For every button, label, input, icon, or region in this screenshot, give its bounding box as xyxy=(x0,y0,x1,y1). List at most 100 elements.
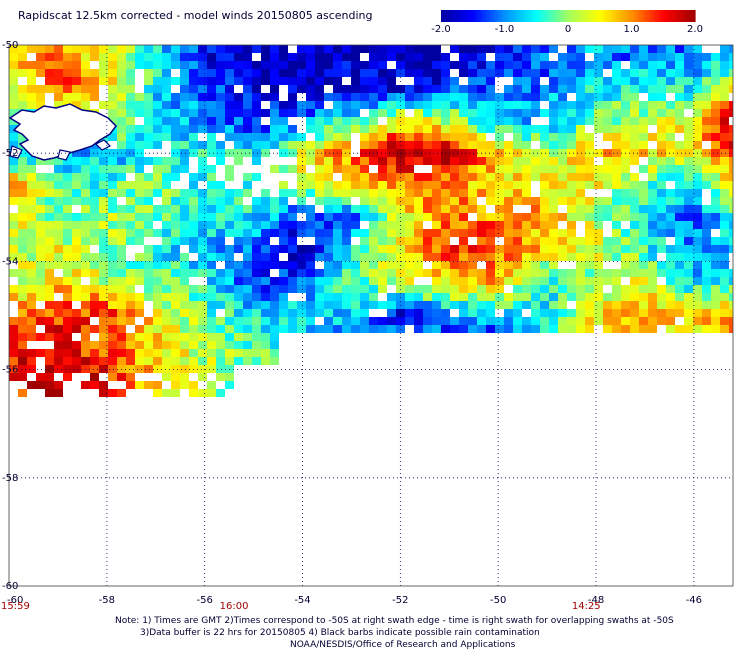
wind-difference-cell xyxy=(549,253,558,261)
wind-difference-cell xyxy=(324,205,333,213)
wind-difference-cell xyxy=(351,77,360,85)
wind-difference-cell xyxy=(648,69,657,77)
wind-difference-cell xyxy=(405,213,414,221)
wind-difference-cell xyxy=(81,309,90,317)
wind-difference-cell xyxy=(81,349,90,357)
wind-difference-cell xyxy=(702,61,711,69)
wind-difference-cell xyxy=(531,205,540,213)
wind-difference-cell xyxy=(54,365,63,373)
wind-difference-cell xyxy=(441,93,450,101)
wind-difference-cell xyxy=(603,85,612,93)
wind-difference-cell xyxy=(441,189,450,197)
wind-difference-cell xyxy=(288,325,297,333)
wind-difference-cell xyxy=(702,213,711,221)
wind-difference-cell xyxy=(234,221,243,229)
wind-difference-cell xyxy=(666,301,675,309)
wind-difference-cell xyxy=(18,309,27,317)
wind-difference-cell xyxy=(648,149,657,157)
wind-difference-cell xyxy=(459,181,468,189)
wind-difference-cell xyxy=(612,77,621,85)
wind-difference-cell xyxy=(90,253,99,261)
wind-difference-cell xyxy=(135,133,144,141)
wind-difference-cell xyxy=(198,301,207,309)
wind-difference-cell xyxy=(252,237,261,245)
wind-difference-cell xyxy=(666,221,675,229)
wind-difference-cell xyxy=(693,45,702,53)
wind-difference-cell xyxy=(315,221,324,229)
wind-difference-cell xyxy=(144,381,153,389)
wind-difference-cell xyxy=(63,197,72,205)
wind-difference-cell xyxy=(153,101,162,109)
wind-difference-cell xyxy=(621,229,630,237)
wind-difference-cell xyxy=(243,173,252,181)
wind-difference-cell xyxy=(522,61,531,69)
wind-difference-cell xyxy=(198,85,207,93)
wind-difference-cell xyxy=(180,85,189,93)
wind-difference-cell xyxy=(459,205,468,213)
wind-difference-cell xyxy=(594,261,603,269)
wind-difference-cell xyxy=(54,341,63,349)
wind-difference-cell xyxy=(504,221,513,229)
wind-difference-cell xyxy=(360,293,369,301)
wind-difference-cell xyxy=(585,45,594,53)
wind-difference-cell xyxy=(99,197,108,205)
wind-difference-cell xyxy=(720,317,729,325)
wind-difference-cell xyxy=(378,205,387,213)
x-tick-label: -52 xyxy=(392,595,408,606)
wind-difference-cell xyxy=(360,229,369,237)
wind-difference-cell xyxy=(72,277,81,285)
wind-difference-cell xyxy=(612,245,621,253)
x-tick-label: -60 xyxy=(7,595,23,606)
wind-difference-cell xyxy=(666,285,675,293)
wind-difference-cell xyxy=(333,101,342,109)
wind-difference-cell xyxy=(243,269,252,277)
wind-difference-cell xyxy=(99,245,108,253)
wind-difference-cell xyxy=(180,325,189,333)
wind-difference-cell xyxy=(720,325,729,333)
wind-difference-cell xyxy=(207,205,216,213)
wind-difference-cell xyxy=(270,301,279,309)
wind-difference-cell xyxy=(459,61,468,69)
wind-difference-cell xyxy=(297,101,306,109)
wind-difference-cell xyxy=(27,285,36,293)
wind-difference-cell xyxy=(189,45,198,53)
wind-difference-cell xyxy=(72,349,81,357)
wind-difference-cell xyxy=(594,229,603,237)
wind-difference-cell xyxy=(315,301,324,309)
wind-difference-cell xyxy=(675,109,684,117)
wind-difference-cell xyxy=(153,277,162,285)
wind-difference-cell xyxy=(99,205,108,213)
wind-difference-cell xyxy=(459,85,468,93)
wind-difference-cell xyxy=(693,69,702,77)
wind-difference-cell xyxy=(333,325,342,333)
wind-difference-cell xyxy=(486,301,495,309)
wind-difference-cell xyxy=(360,157,369,165)
wind-difference-cell xyxy=(288,253,297,261)
wind-difference-cell xyxy=(135,213,144,221)
wind-difference-cell xyxy=(333,237,342,245)
wind-difference-cell xyxy=(513,69,522,77)
wind-difference-cell xyxy=(522,189,531,197)
wind-difference-cell xyxy=(369,253,378,261)
wind-difference-cell xyxy=(369,229,378,237)
wind-difference-cell xyxy=(45,357,54,365)
wind-difference-cell xyxy=(117,213,126,221)
wind-difference-cell xyxy=(279,229,288,237)
wind-difference-cell xyxy=(405,293,414,301)
wind-difference-cell xyxy=(648,165,657,173)
wind-difference-cell xyxy=(576,213,585,221)
wind-difference-cell xyxy=(468,53,477,61)
wind-difference-cell xyxy=(279,245,288,253)
wind-difference-cell xyxy=(342,317,351,325)
wind-difference-cell xyxy=(207,117,216,125)
wind-difference-cell xyxy=(675,237,684,245)
wind-difference-cell xyxy=(207,213,216,221)
wind-difference-cell xyxy=(315,277,324,285)
wind-difference-cell xyxy=(207,341,216,349)
wind-difference-cell xyxy=(162,157,171,165)
wind-difference-cell xyxy=(171,293,180,301)
wind-difference-cell xyxy=(99,221,108,229)
wind-difference-cell xyxy=(297,165,306,173)
wind-difference-cell xyxy=(135,277,144,285)
wind-difference-cell xyxy=(369,133,378,141)
